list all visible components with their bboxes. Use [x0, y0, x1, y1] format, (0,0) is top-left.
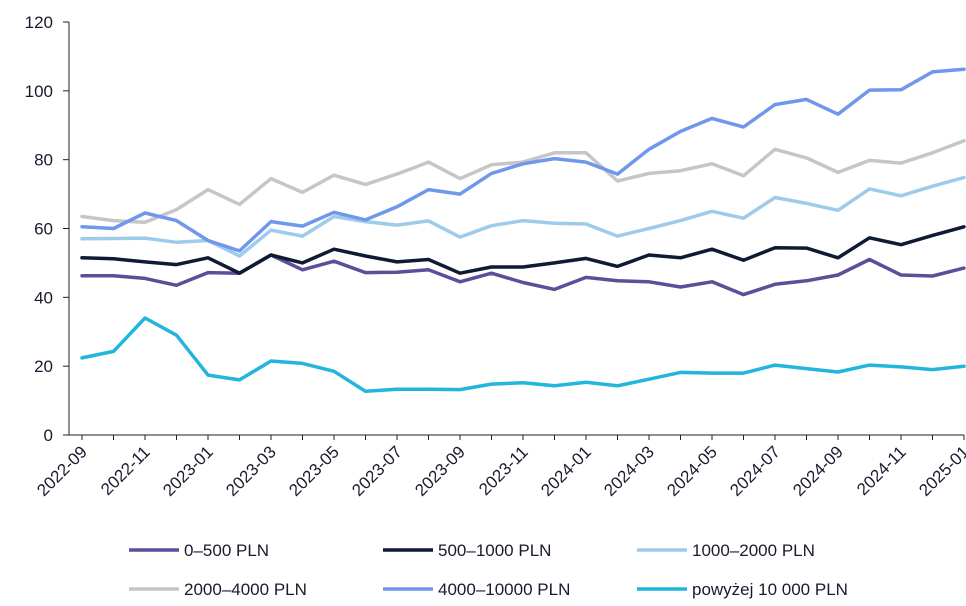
x-tick-label: 2023-01	[159, 442, 217, 500]
y-tick-label: 80	[34, 151, 53, 170]
legend-label: powyżej 10 000 PLN	[692, 580, 848, 599]
plot-lines	[80, 67, 966, 394]
legend: 0–500 PLN 500–1000 PLN 1000–2000 PLN 2000–4…	[129, 541, 848, 599]
y-tick-label: 20	[34, 357, 53, 376]
x-tick-label: 2024-07	[726, 442, 784, 500]
x-axis-ticks: 2022-09 2022-11 2023-01 2023-03 2023-05 2023-…	[33, 435, 966, 500]
legend-label: 2000–4000 PLN	[184, 580, 307, 599]
series-line	[80, 175, 966, 258]
x-tick-label: 2025-01	[915, 442, 966, 500]
x-tick-label: 2024-01	[537, 442, 595, 500]
legend-label: 500–1000 PLN	[438, 541, 551, 560]
legend-label: 1000–2000 PLN	[692, 541, 815, 560]
y-tick-label: 100	[25, 82, 53, 101]
x-tick-label: 2024-11	[853, 442, 910, 499]
x-tick-label: 2024-05	[663, 442, 721, 500]
y-tick-label: 0	[44, 426, 53, 445]
y-axis-ticks: 0 20 40 60 80 100 120	[25, 13, 69, 445]
series-line	[80, 253, 966, 297]
x-tick-label: 2023-11	[475, 442, 532, 499]
x-tick-label: 2022-11	[97, 442, 154, 499]
x-tick-label: 2024-09	[789, 442, 847, 500]
y-tick-label: 120	[25, 13, 53, 32]
y-tick-label: 40	[34, 288, 53, 307]
series-line	[80, 225, 966, 275]
legend-label: 0–500 PLN	[184, 541, 269, 560]
x-tick-label: 2023-05	[285, 442, 343, 500]
axes	[68, 22, 964, 436]
y-tick-label: 60	[34, 220, 53, 239]
x-tick-label: 2023-07	[348, 442, 406, 500]
series-line	[80, 316, 966, 394]
x-tick-label: 2023-03	[222, 442, 280, 500]
x-tick-label: 2024-03	[600, 442, 658, 500]
x-tick-label: 2023-09	[411, 442, 469, 500]
legend-label: 4000–10000 PLN	[438, 580, 570, 599]
x-tick-label: 2022-09	[33, 442, 91, 500]
series-line	[80, 67, 966, 253]
